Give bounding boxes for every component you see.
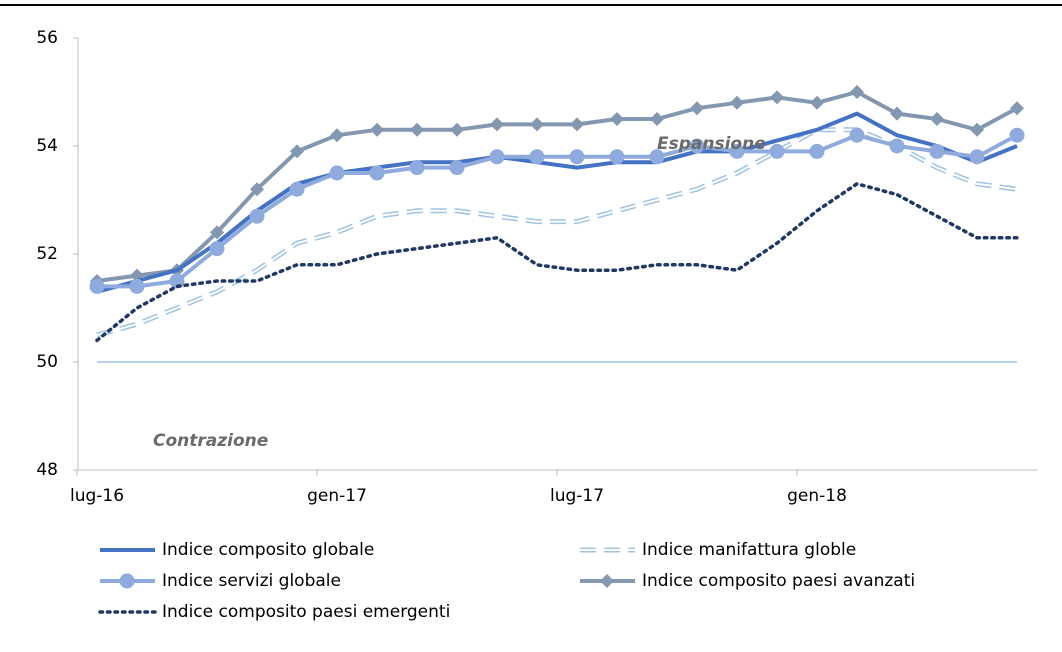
x-tick-label: gen-17 xyxy=(307,486,367,506)
point xyxy=(569,149,585,165)
y-tick-label: 56 xyxy=(36,28,58,48)
point xyxy=(1009,127,1025,143)
series-line-inner xyxy=(96,128,1018,336)
point xyxy=(690,101,704,116)
point xyxy=(810,95,824,110)
point xyxy=(769,143,785,159)
point xyxy=(410,122,424,137)
legend-marker xyxy=(600,574,614,588)
annotation: Espansione xyxy=(657,134,766,154)
point xyxy=(489,149,505,165)
point xyxy=(1010,101,1024,116)
point xyxy=(689,138,705,154)
point xyxy=(970,122,984,137)
legend-label: Indice composito paesi avanzati xyxy=(642,571,915,591)
legend-label: Indice servizi globale xyxy=(162,571,341,591)
y-tick-label: 50 xyxy=(36,352,58,372)
point xyxy=(889,138,905,154)
x-tick-label: gen-18 xyxy=(787,486,847,506)
point xyxy=(729,143,745,159)
point xyxy=(570,117,584,132)
point xyxy=(529,149,545,165)
point xyxy=(609,149,625,165)
legend-label: Indice composito paesi emergenti xyxy=(162,602,450,622)
point xyxy=(129,278,145,294)
legend-marker xyxy=(119,573,135,589)
legend-label: Indice manifattura globle xyxy=(642,540,856,560)
y-tick-label: 54 xyxy=(36,136,58,156)
x-tick-label: lug-16 xyxy=(70,486,124,506)
y-tick-label: 52 xyxy=(36,244,58,264)
point xyxy=(249,208,265,224)
point xyxy=(89,278,105,294)
point xyxy=(369,165,385,181)
point xyxy=(449,160,465,176)
point xyxy=(450,122,464,137)
point xyxy=(530,117,544,132)
y-tick-label: 48 xyxy=(36,460,58,480)
point xyxy=(730,95,744,110)
point xyxy=(849,127,865,143)
point xyxy=(969,149,985,165)
point xyxy=(650,112,664,126)
point xyxy=(850,85,864,99)
point xyxy=(409,160,425,176)
point xyxy=(329,165,345,181)
point xyxy=(809,143,825,159)
point xyxy=(929,143,945,159)
point xyxy=(890,106,904,121)
point xyxy=(250,182,264,197)
annotation: Contrazione xyxy=(153,431,268,451)
x-tick-label: lug-17 xyxy=(550,486,604,506)
point xyxy=(649,149,665,165)
series-line xyxy=(96,90,1018,283)
point xyxy=(209,241,225,257)
series-line xyxy=(95,182,1019,343)
point xyxy=(930,112,944,126)
point xyxy=(770,90,784,105)
point xyxy=(210,225,224,240)
point xyxy=(289,181,305,197)
point xyxy=(290,144,304,159)
point xyxy=(610,112,624,126)
point xyxy=(490,117,504,132)
legend-label: Indice composito globale xyxy=(162,540,374,560)
point xyxy=(370,122,384,137)
point xyxy=(330,128,344,143)
